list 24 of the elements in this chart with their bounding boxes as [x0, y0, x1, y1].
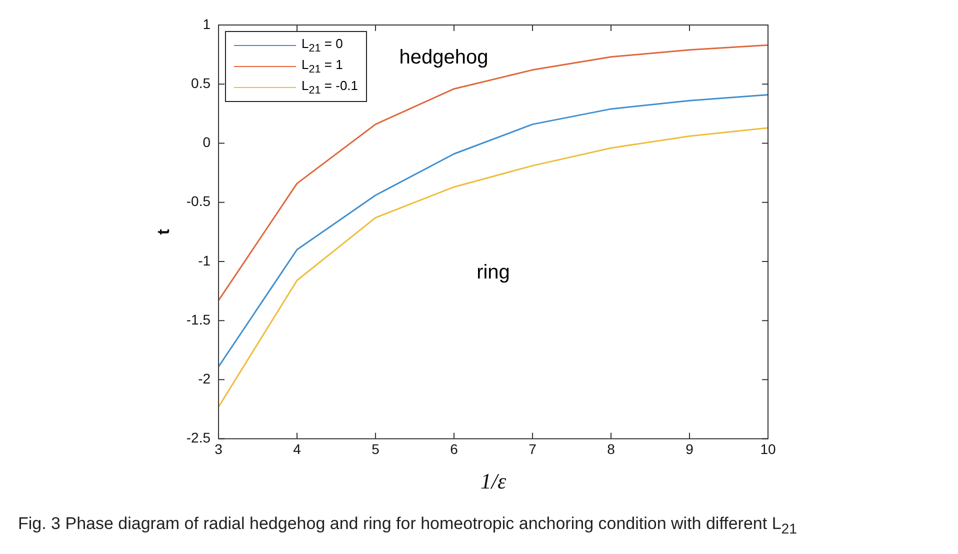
x-axis-title: 1/ε [480, 468, 506, 494]
x-tick-label: 10 [760, 441, 776, 458]
y-tick-label: -0.5 [186, 193, 211, 210]
caption: Fig. 3 Phase diagram of radial hedgehog and ring for homeotropic anchoring condition with different L$_{21}$ [18, 514, 798, 538]
y-tick-label: -1.5 [186, 311, 211, 328]
annotation: ring [476, 262, 510, 285]
legend-label: L$_{21}$ = 1 [302, 57, 343, 76]
y-axis-title: t [154, 228, 173, 235]
x-tick-label: 6 [450, 441, 458, 458]
annotation: hedgehog [399, 46, 488, 70]
x-tick-label: 9 [686, 441, 694, 458]
x-tick-label: 3 [214, 441, 223, 458]
x-tick-label: 7 [528, 441, 537, 458]
y-tick-label: 1 [202, 16, 211, 32]
y-tick-label: 0.5 [191, 74, 211, 91]
y-tick-label: -2.5 [186, 430, 211, 446]
legend-label: L$_{21}$ = -0.1 [302, 78, 358, 97]
y-tick-label: -1 [198, 252, 211, 268]
legend-label: L$_{21}$ = 0 [302, 36, 343, 55]
y-tick-label: -2 [198, 370, 211, 387]
x-tick-label: 5 [372, 441, 380, 458]
x-tick-label: 8 [607, 441, 616, 458]
y-tick-label: 0 [202, 134, 211, 150]
x-tick-label: 4 [293, 441, 302, 458]
